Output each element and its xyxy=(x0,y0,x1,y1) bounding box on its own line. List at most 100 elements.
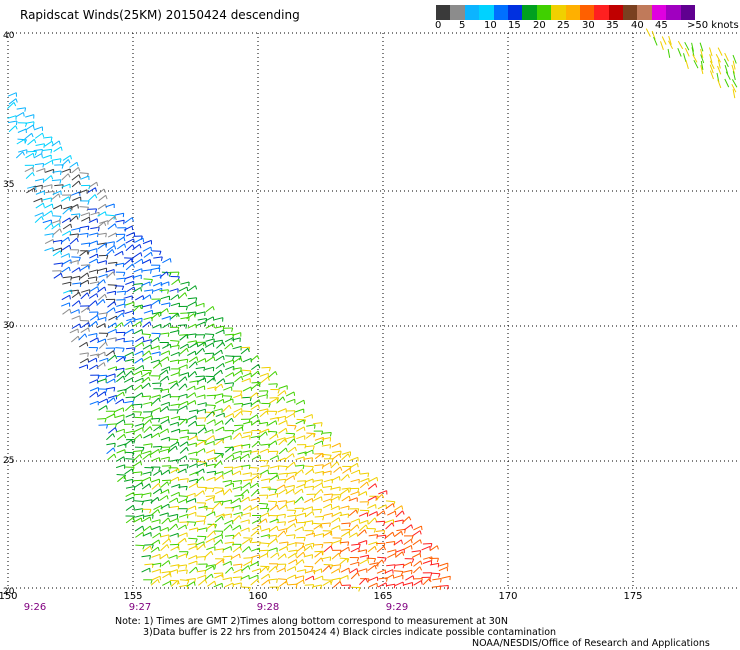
wind-barb xyxy=(88,218,98,223)
wind-barb xyxy=(224,534,234,537)
wind-barb xyxy=(124,439,132,446)
wind-barb xyxy=(213,405,216,410)
wind-barb xyxy=(332,539,341,544)
wind-barb xyxy=(134,341,143,348)
wind-barb xyxy=(285,466,288,471)
wind-barb xyxy=(152,311,162,315)
wind-barb xyxy=(34,132,43,139)
wind-barb xyxy=(76,238,79,243)
wind-barb xyxy=(395,548,405,553)
wind-barb xyxy=(124,385,133,391)
wind-barb xyxy=(205,338,215,342)
wind-barb xyxy=(239,498,242,503)
wind-barb xyxy=(213,453,222,460)
wind-barb xyxy=(297,480,307,482)
wind-barb xyxy=(239,525,242,530)
wind-barb xyxy=(23,112,25,117)
wind-barb xyxy=(150,247,152,252)
wind-barb xyxy=(242,494,244,499)
wind-barb xyxy=(322,516,325,521)
wind-barb xyxy=(386,564,396,567)
wind-barb xyxy=(25,172,34,179)
wind-barb xyxy=(240,390,243,396)
wind-barb xyxy=(359,558,369,565)
wind-barb xyxy=(167,428,169,433)
wind-barb xyxy=(197,574,206,579)
wind-barb xyxy=(251,363,259,371)
wind-barb xyxy=(234,494,244,497)
wind-barb xyxy=(159,512,169,516)
wind-barb xyxy=(35,202,44,209)
wind-barb xyxy=(158,299,161,305)
wind-barb xyxy=(166,553,169,559)
wind-barb xyxy=(79,232,89,235)
wind-barb xyxy=(248,587,251,592)
wind-barb xyxy=(24,132,33,140)
colorbar-label: 35 xyxy=(606,20,619,31)
wind-barb xyxy=(108,261,118,264)
wind-barb xyxy=(213,523,216,528)
wind-barb xyxy=(67,159,71,164)
wind-barb xyxy=(287,438,295,446)
wind-barb xyxy=(293,510,297,515)
wind-barb xyxy=(277,528,287,532)
wind-barb xyxy=(44,239,54,245)
wind-barb xyxy=(206,523,215,530)
wind-barb xyxy=(33,188,36,193)
wind-barb xyxy=(684,47,690,57)
wind-barb xyxy=(115,219,125,223)
wind-barb xyxy=(186,578,196,581)
wind-barb xyxy=(151,289,154,294)
wind-barb xyxy=(724,52,729,62)
wind-barb xyxy=(133,286,136,292)
wind-barb xyxy=(403,569,413,573)
wind-barb xyxy=(393,584,396,589)
wind-barb xyxy=(124,468,133,475)
wind-barb xyxy=(248,444,251,449)
wind-barb xyxy=(124,258,132,265)
wind-barb xyxy=(278,438,286,446)
wind-barb xyxy=(42,148,52,151)
wind-barb xyxy=(71,291,80,299)
wind-barb xyxy=(423,556,433,560)
wind-barb xyxy=(89,364,98,371)
wind-barb xyxy=(348,568,350,573)
wind-barb xyxy=(104,323,106,328)
wind-barb xyxy=(152,323,162,329)
wind-barb xyxy=(194,351,197,356)
colorbar-swatch xyxy=(594,5,609,20)
wind-barb xyxy=(377,582,387,588)
wind-barb xyxy=(78,213,81,218)
colorbar-label: 45 xyxy=(655,20,668,31)
wind-barb xyxy=(347,474,350,479)
wind-barb xyxy=(97,243,106,250)
wind-barb xyxy=(113,241,115,246)
wind-barb xyxy=(359,481,368,489)
wind-barb xyxy=(186,348,189,353)
wind-barb xyxy=(122,348,125,353)
wind-barb xyxy=(143,499,153,502)
wind-barb xyxy=(436,545,439,550)
wind-barb xyxy=(70,276,73,281)
wind-barb xyxy=(248,453,250,459)
wind-barb xyxy=(123,220,125,225)
wind-barb xyxy=(677,40,684,50)
wind-barb xyxy=(651,30,656,40)
wind-barb xyxy=(220,370,223,375)
wind-barb xyxy=(293,500,296,505)
wind-barb xyxy=(304,449,313,455)
wind-barb xyxy=(257,489,260,494)
wind-barb xyxy=(384,557,387,562)
wind-barb xyxy=(196,435,198,440)
wind-barb xyxy=(187,312,190,317)
wind-barb xyxy=(373,528,377,533)
wind-barb xyxy=(221,383,224,389)
wind-barb xyxy=(8,98,17,105)
wind-barb xyxy=(149,395,152,401)
wind-barb xyxy=(79,206,89,208)
wind-barb xyxy=(279,580,287,587)
wind-barb xyxy=(266,460,269,465)
wind-barb xyxy=(141,329,144,334)
wind-barb xyxy=(130,320,133,325)
wind-barb xyxy=(341,453,349,461)
